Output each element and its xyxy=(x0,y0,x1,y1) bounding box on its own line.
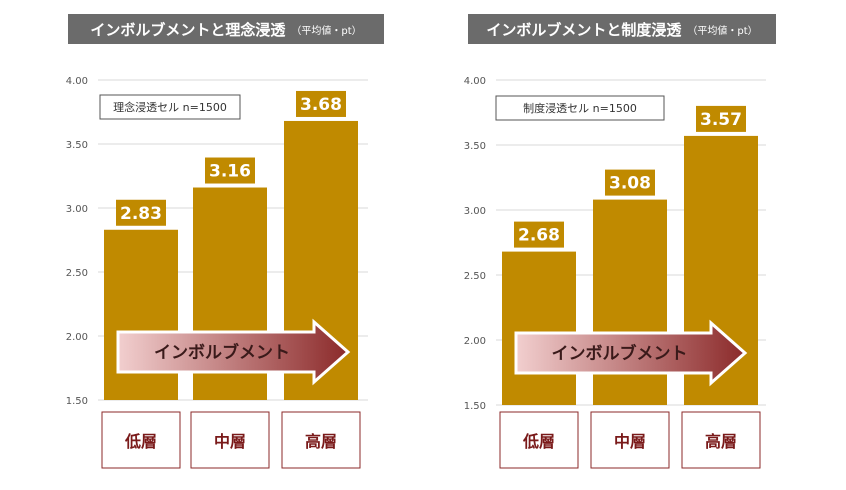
bar-value-label: 3.57 xyxy=(700,110,742,130)
y-tick-label: 4.00 xyxy=(66,76,88,87)
bar-value-label-bg xyxy=(696,105,746,132)
category-label: 高層 xyxy=(705,432,737,451)
y-tick-label: 2.00 xyxy=(464,336,486,347)
bar-value-label: 3.68 xyxy=(300,95,342,115)
bar xyxy=(502,251,576,405)
chart-title: インボルブメントと理念浸透 xyxy=(90,20,286,39)
category-label: 低層 xyxy=(522,432,555,451)
bar-value-label-bg xyxy=(116,199,166,226)
bar-chart-philosophy: 1.50 2.00 2.50 3.00 3.50 4.00 理念浸透セル n=1500 2.8… xyxy=(66,76,368,469)
y-tick-label: 2.50 xyxy=(464,271,486,282)
y-tick-label: 1.50 xyxy=(464,401,486,412)
y-tick-label: 2.50 xyxy=(66,268,88,279)
y-tick-label: 1.50 xyxy=(66,396,88,407)
category-box xyxy=(190,411,270,469)
bar-value-label-bg xyxy=(605,169,655,196)
y-tick-label: 3.50 xyxy=(66,140,88,151)
chart-title-unit: （平均値・pt） xyxy=(291,25,362,37)
y-tick-label: 2.00 xyxy=(66,332,88,343)
bar-value-label-bg xyxy=(205,157,255,184)
legend-label: 理念浸透セル n=1500 xyxy=(113,100,227,114)
chart-panel-system: インボルブメントと制度浸透 （平均値・pt） 1.50 2.00 2.50 3.00 3… xyxy=(400,0,800,490)
bar-value-label: 3.16 xyxy=(209,162,251,182)
category-label: 中層 xyxy=(614,432,646,451)
involvement-arrow-label: インボルブメント xyxy=(154,342,290,363)
involvement-arrow xyxy=(514,319,748,387)
y-tick-label: 3.00 xyxy=(464,206,486,217)
y-tick-label: 3.00 xyxy=(66,204,88,215)
chart-panel-philosophy: インボルブメントと理念浸透 （平均値・pt） 1.50 2.00 2.50 3.00 3… xyxy=(0,0,400,490)
category-label: 高層 xyxy=(305,432,337,451)
category-label: 中層 xyxy=(214,432,246,451)
bar-value-label: 2.83 xyxy=(120,204,162,224)
bar-chart-system: 1.50 2.00 2.50 3.00 3.50 4.00 制度浸透セル n=1500 2.6… xyxy=(464,76,766,469)
y-tick-label: 3.50 xyxy=(464,141,486,152)
involvement-arrow-label: インボルブメント xyxy=(552,343,688,364)
legend-box xyxy=(99,94,241,120)
chart-title-bar: インボルブメントと制度浸透 （平均値・pt） xyxy=(468,14,776,44)
bar-value-label-bg xyxy=(514,221,564,248)
bar-value-label: 2.68 xyxy=(518,226,560,246)
category-box xyxy=(101,411,181,469)
chart-title-unit: （平均値・pt） xyxy=(687,25,758,37)
category-box xyxy=(499,411,579,469)
category-box xyxy=(590,411,670,469)
legend-label: 制度浸透セル n=1500 xyxy=(523,101,637,115)
category-box xyxy=(681,411,761,469)
involvement-arrow xyxy=(116,318,351,386)
category-label: 低層 xyxy=(124,432,157,451)
chart-title-bar: インボルブメントと理念浸透 （平均値・pt） xyxy=(68,14,384,44)
bar xyxy=(104,229,178,400)
bar-value-label: 3.08 xyxy=(609,174,651,194)
chart-title: インボルブメントと制度浸透 xyxy=(486,20,682,39)
category-box xyxy=(281,411,361,469)
legend-box xyxy=(495,95,665,121)
y-tick-label: 4.00 xyxy=(464,76,486,87)
bar-value-label-bg xyxy=(296,90,346,117)
